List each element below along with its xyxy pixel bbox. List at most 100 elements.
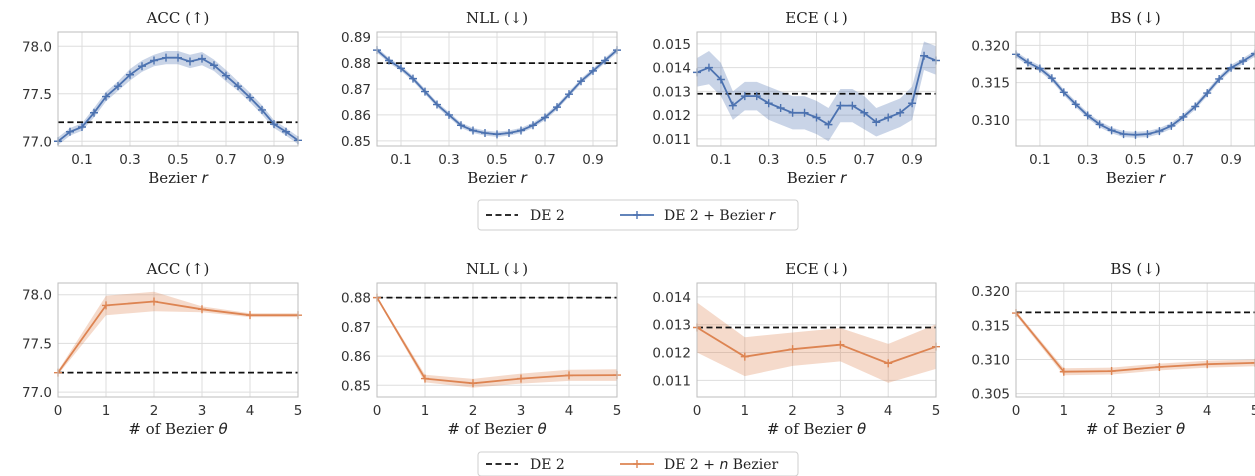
chart-title: ECE (↓) bbox=[785, 9, 847, 27]
x-tick-label: 5 bbox=[932, 403, 941, 419]
data-point bbox=[1155, 362, 1164, 371]
chart-panel-4: 0.1 0.3 0.5 0.7 0.9 0.310 0.315 0.320 BS (↓) Bezi… bbox=[971, 9, 1255, 187]
data-point bbox=[1191, 102, 1200, 111]
y-tick-label: 0.012 bbox=[652, 346, 691, 362]
confidence-band bbox=[58, 291, 298, 375]
x-tick-label: 0.7 bbox=[534, 152, 555, 168]
x-tick-label: 2 bbox=[1107, 403, 1116, 419]
x-tick-label: 1 bbox=[741, 403, 750, 419]
data-point bbox=[469, 379, 477, 388]
x-axis-label-var: θ bbox=[537, 420, 546, 438]
x-tick-label: 1 bbox=[102, 403, 111, 419]
x-tick-label: 0.9 bbox=[1220, 152, 1241, 168]
confidence-band bbox=[1016, 311, 1255, 376]
data-point bbox=[1083, 111, 1092, 120]
chart-title: ACC (↑) bbox=[146, 260, 210, 278]
y-tick-label: 77.0 bbox=[22, 134, 52, 150]
data-point bbox=[1251, 358, 1255, 367]
x-axis-label-var: r bbox=[1159, 169, 1166, 187]
chart-title: ECE (↓) bbox=[785, 260, 847, 278]
x-tick-label: 0 bbox=[1012, 403, 1021, 419]
x-tick-label: 1 bbox=[1060, 403, 1069, 419]
y-tick-label: 78.0 bbox=[22, 39, 52, 55]
legend-series-suffix: Bezier bbox=[728, 457, 778, 473]
x-axis-label-var: θ bbox=[857, 420, 866, 438]
x-axis-label-var: θ bbox=[218, 420, 227, 438]
confidence-band bbox=[697, 41, 936, 142]
data-point bbox=[493, 130, 501, 139]
data-point bbox=[469, 126, 477, 135]
chart-title: NLL (↓) bbox=[466, 9, 528, 27]
y-tick-label: 0.85 bbox=[341, 134, 371, 150]
legend-series-var: n bbox=[719, 457, 728, 473]
data-point bbox=[788, 345, 797, 354]
x-axis-label: Bezier r bbox=[787, 169, 847, 187]
x-axis-label: # of Bezier θ bbox=[1086, 420, 1185, 438]
y-tick-label: 0.87 bbox=[341, 82, 371, 98]
data-point bbox=[1023, 58, 1032, 67]
legend-2: DE 2 DE 2 + n Bezier bbox=[477, 451, 799, 476]
x-axis-label-text: # of Bezier bbox=[447, 420, 533, 438]
x-tick-label: 0.9 bbox=[901, 152, 922, 168]
data-point bbox=[541, 113, 549, 122]
legend-series-marker bbox=[633, 211, 641, 219]
plot-frame bbox=[376, 31, 618, 147]
y-tick-label: 0.013 bbox=[652, 84, 691, 100]
data-point bbox=[872, 118, 881, 127]
y-tick-label: 0.88 bbox=[341, 291, 371, 307]
plot-frame bbox=[1015, 282, 1255, 398]
x-tick-label: 5 bbox=[294, 403, 303, 419]
legend-baseline-label: DE 2 bbox=[530, 208, 565, 224]
data-point bbox=[409, 74, 417, 83]
data-point bbox=[908, 99, 917, 108]
data-point bbox=[884, 359, 893, 368]
data-point bbox=[445, 110, 453, 119]
chart-title: NLL (↓) bbox=[466, 260, 528, 278]
data-point bbox=[1059, 88, 1068, 97]
y-tick-label: 0.85 bbox=[341, 378, 371, 394]
series-line bbox=[57, 300, 298, 374]
chart-panel-2: 0.1 0.3 0.5 0.7 0.9 0.85 0.86 0.87 0.88 0.89 NLL (… bbox=[341, 9, 621, 187]
series-line bbox=[376, 297, 618, 385]
x-tick-label: 0 bbox=[54, 403, 63, 419]
x-axis-label: # of Bezier θ bbox=[128, 420, 227, 438]
data-point bbox=[860, 108, 869, 117]
confidence-band bbox=[377, 296, 617, 388]
data-point bbox=[102, 92, 110, 101]
confidence-band bbox=[697, 302, 936, 383]
data-point bbox=[1143, 130, 1152, 139]
data-point bbox=[258, 105, 266, 114]
legend-baseline-label: DE 2 bbox=[530, 457, 565, 473]
data-point bbox=[848, 101, 857, 110]
y-tick-label: 0.011 bbox=[652, 373, 691, 389]
data-point bbox=[222, 71, 230, 80]
data-point bbox=[1215, 74, 1224, 83]
data-point bbox=[812, 113, 821, 122]
chart-title: BS (↓) bbox=[1110, 260, 1160, 278]
data-point bbox=[788, 108, 797, 117]
data-point bbox=[836, 340, 845, 349]
x-axis-label: Bezier r bbox=[148, 169, 208, 187]
plot-frame bbox=[57, 282, 299, 398]
data-point bbox=[78, 123, 86, 131]
data-point bbox=[433, 100, 441, 109]
data-point bbox=[1251, 49, 1255, 58]
x-tick-label: 0 bbox=[693, 403, 702, 419]
x-tick-label: 3 bbox=[198, 403, 207, 419]
x-tick-label: 0.5 bbox=[1125, 152, 1146, 168]
y-tick-label: 0.310 bbox=[971, 113, 1010, 129]
y-tick-label: 0.305 bbox=[971, 387, 1010, 403]
x-axis-label-text: Bezier bbox=[1106, 169, 1155, 187]
plot-frame bbox=[696, 282, 937, 398]
x-axis-label-var: r bbox=[840, 169, 847, 187]
x-tick-label: 0.3 bbox=[758, 152, 779, 168]
x-tick-label: 5 bbox=[613, 403, 622, 419]
data-point bbox=[162, 53, 170, 62]
chart-panel-8: 0 1 2 3 4 5 0.305 0.310 0.315 0.320 BS (↓) # of Bez… bbox=[971, 260, 1255, 438]
x-tick-label: 0 bbox=[373, 403, 382, 419]
data-point bbox=[385, 56, 393, 65]
data-point bbox=[186, 57, 194, 66]
y-tick-label: 0.315 bbox=[971, 76, 1010, 92]
x-tick-label: 4 bbox=[884, 403, 893, 419]
